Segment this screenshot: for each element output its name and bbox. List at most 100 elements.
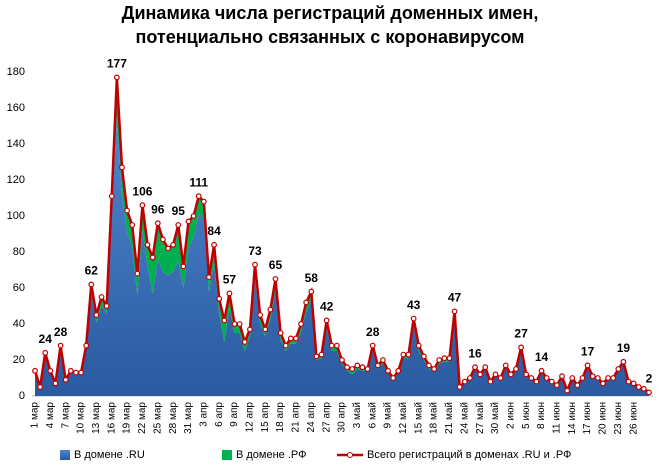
marker [477,371,484,378]
marker [349,366,356,372]
marker [374,362,381,369]
data-label: 28 [366,325,380,339]
marker [293,335,299,342]
x-tick-label: 30 апр [337,402,348,433]
marker [533,378,540,385]
marker [518,344,524,351]
marker [93,312,100,318]
marker [124,207,130,214]
data-label: 73 [248,244,262,258]
data-label: 16 [468,346,482,360]
marker [380,357,386,363]
chart-title: потенциально связанных с коронавирусом [135,27,524,47]
marker [461,378,468,385]
marker [103,303,110,309]
x-tick-label: 24 апр [306,402,317,433]
marker [200,198,207,205]
legend-swatch [60,450,70,460]
x-tick-label: 8 июн [536,402,547,429]
y-tick-label: 180 [7,66,25,78]
x-tick-label: 4 мар [45,402,56,429]
x-tick-label: 1 мар [30,402,41,429]
y-tick-label: 0 [19,390,25,402]
x-tick-label: 2 июн [505,402,516,429]
legend-label: Всего регистраций в доменах .RU и .РФ [367,449,571,461]
marker [554,382,560,389]
marker [436,357,443,363]
y-tick-label: 120 [7,174,25,186]
data-label: 57 [223,273,237,287]
x-tick-label: 24 май [459,402,470,434]
y-tick-label: 140 [7,138,25,150]
x-tick-label: 12 май [398,402,409,434]
marker [482,364,489,371]
marker [605,375,611,381]
y-tick-label: 100 [7,210,25,222]
marker [252,261,258,268]
marker [646,389,652,396]
chart-title: Динамика числа регистраций доменных имен… [122,3,539,23]
marker [579,375,586,381]
x-tick-label: 6 май [367,402,378,428]
legend-swatch [347,452,353,458]
marker [410,315,417,322]
y-tick-label: 160 [7,102,25,114]
marker [144,241,151,248]
marker [62,376,69,383]
x-tick-label: 27 май [475,402,486,434]
marker [615,366,622,372]
marker [385,367,391,374]
data-label: 106 [132,184,152,198]
marker [67,367,74,374]
marker [57,342,64,349]
marker [206,274,212,281]
marker [640,385,647,392]
marker [400,351,407,358]
marker [134,270,141,277]
marker [620,358,627,365]
marker [405,351,412,358]
marker [257,312,264,318]
marker [83,342,90,349]
marker [548,378,555,385]
marker [354,362,361,369]
marker [395,367,402,374]
marker [221,317,228,324]
data-label: 14 [535,350,549,364]
legend-label: В домене .РФ [236,449,307,461]
data-label: 111 [189,175,208,189]
x-tick-label: 18 апр [275,402,286,433]
data-label: 58 [305,271,319,285]
marker [441,355,448,362]
marker [119,164,125,171]
x-tick-label: 13 мар [91,402,102,434]
marker [323,317,330,324]
marker [492,371,499,378]
x-tick-label: 10 мар [76,402,87,434]
x-tick-label: 28 мар [168,402,179,434]
marker [241,339,248,345]
marker [559,373,565,380]
marker [282,342,289,349]
data-label: 19 [617,341,631,355]
data-label: 28 [54,325,68,339]
marker [272,276,279,282]
marker [369,342,376,349]
x-tick-label: 7 мар [60,402,71,429]
marker [211,241,217,248]
marker [426,362,432,369]
x-tick-label: 16 мар [106,402,117,434]
x-tick-label: 15 апр [260,402,271,433]
marker [467,375,473,381]
marker [139,202,146,209]
x-tick-label: 14 июн [567,402,578,435]
data-label: 177 [107,57,127,71]
marker [287,335,294,342]
marker [507,371,514,378]
x-tick-label: 18 май [429,402,440,434]
x-tick-label: 9 апр [229,402,240,427]
y-tick-label: 60 [13,282,25,294]
x-tick-label: 12 апр [245,402,256,433]
marker [277,330,284,336]
marker [528,375,535,381]
